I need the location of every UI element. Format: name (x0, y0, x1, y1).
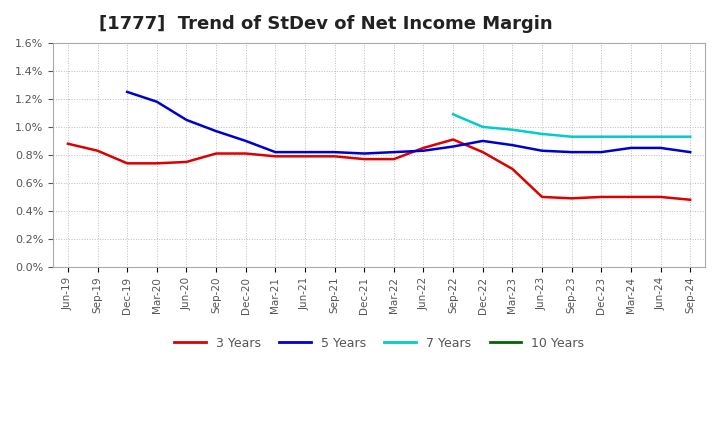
Legend: 3 Years, 5 Years, 7 Years, 10 Years: 3 Years, 5 Years, 7 Years, 10 Years (169, 332, 589, 355)
Text: [1777]  Trend of StDev of Net Income Margin: [1777] Trend of StDev of Net Income Marg… (99, 15, 552, 33)
